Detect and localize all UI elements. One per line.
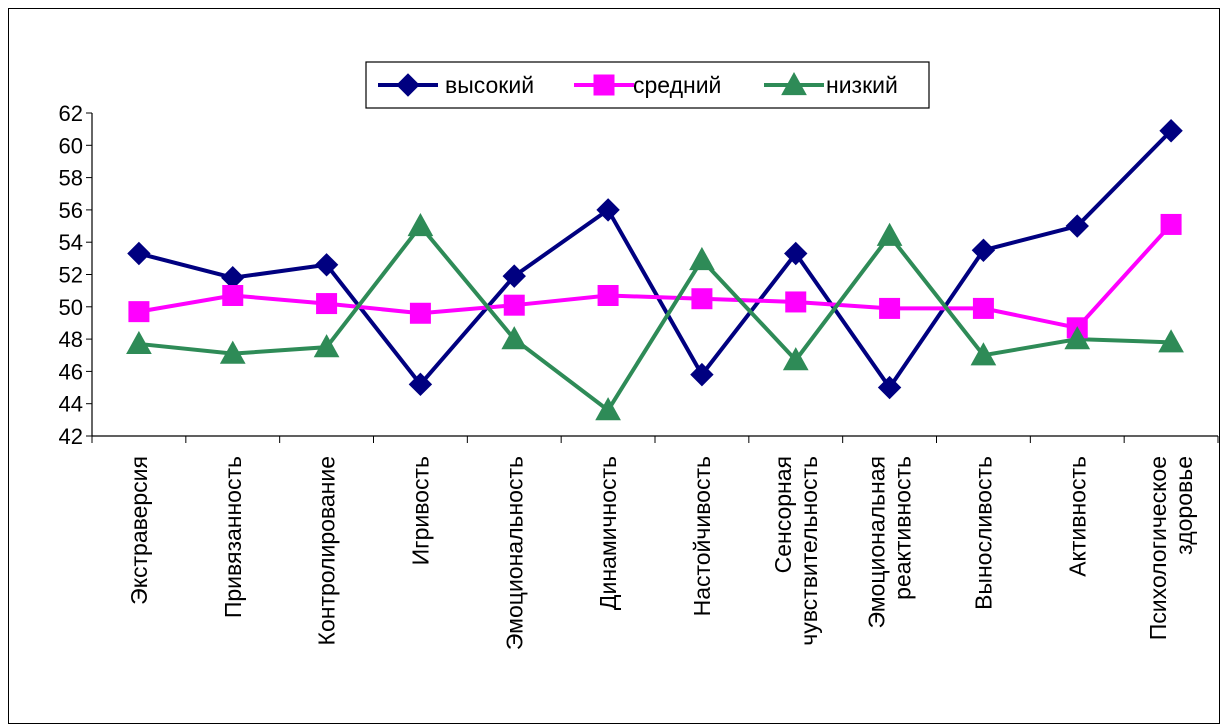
series-1-point <box>314 253 339 277</box>
x-tick-label-line: Настойчивость <box>689 456 715 616</box>
series-group <box>126 119 1184 421</box>
series-2-point <box>409 302 431 324</box>
chart-frame <box>8 8 1220 724</box>
series-2-point <box>316 293 338 315</box>
y-tick-label: 60 <box>59 133 83 158</box>
legend-marker-3 <box>781 71 807 96</box>
series-3-point <box>595 397 621 421</box>
x-tick-label-line: Контролирование <box>314 456 340 645</box>
series-line-2 <box>138 223 1173 330</box>
x-tick-label-line: Привязанность <box>220 456 246 618</box>
x-tick-label: Экстраверсия <box>126 456 152 605</box>
y-tick-label: 54 <box>59 230 83 255</box>
legend-box <box>365 61 930 109</box>
series-3-point <box>970 342 997 366</box>
x-tick-label: Активность <box>1064 456 1090 577</box>
series-3-point <box>313 334 340 358</box>
y-tick-label: 56 <box>59 198 83 223</box>
series-3-point <box>782 347 809 371</box>
y-tick-label: 50 <box>59 295 83 320</box>
y-tick-label: 62 <box>59 101 83 126</box>
series-3-point <box>1064 326 1091 350</box>
series-1-point <box>127 241 151 266</box>
x-tick-label-line: Активность <box>1064 456 1090 577</box>
series-2-point <box>691 288 713 310</box>
x-tick-label-line: Психологическое <box>1145 456 1171 640</box>
x-tick-label: Психологическоездоровье <box>1145 456 1197 640</box>
y-tick-label: 42 <box>59 424 83 449</box>
y-tick-label: 46 <box>59 359 83 384</box>
series-2-point <box>597 284 619 306</box>
x-tick-label-line: Эмоциональность <box>501 456 527 650</box>
x-tick-label: Игривость <box>407 456 433 565</box>
x-tick-label-line: Игривость <box>407 456 433 565</box>
x-tick-label-line: Динамичность <box>595 456 621 610</box>
series-3-point <box>1158 329 1184 353</box>
series-1-point <box>690 362 714 387</box>
series-3-point <box>876 222 903 246</box>
y-tick-label: 52 <box>59 263 83 288</box>
series-1-point <box>971 238 996 262</box>
series-1-point <box>408 372 433 397</box>
x-tick-label: Эмоциональность <box>501 456 527 650</box>
legend-label-3: низкий <box>826 72 898 98</box>
x-tick-label: Привязанность <box>220 456 246 618</box>
x-tick-label-line: реактивность <box>890 456 916 600</box>
x-tick-label-line: Выносливость <box>970 456 996 610</box>
series-line-1 <box>138 129 1173 392</box>
series-3-point <box>501 326 528 350</box>
series-3-point <box>407 213 434 237</box>
x-tick-label: Выносливость <box>970 456 996 610</box>
series-1-point <box>1159 119 1183 143</box>
series-2-point <box>222 284 244 306</box>
y-tick-label: 58 <box>59 166 83 191</box>
series-2-point <box>128 301 150 323</box>
x-tick-label: Контролирование <box>314 456 340 645</box>
series-1-point <box>784 241 808 266</box>
y-axis-ticks: 42 44 46 48 50 52 54 56 58 60 62 <box>59 101 92 449</box>
series-1-point <box>502 264 526 288</box>
legend-label-1: высокий <box>445 72 534 98</box>
x-axis-ticks: Экстраверсия Привязанность Контролирование… <box>91 436 1219 650</box>
x-tick-label-line: здоровье <box>1171 456 1197 555</box>
y-tick-label: 44 <box>59 392 83 417</box>
series-2-point <box>1160 213 1182 235</box>
series-2-point <box>879 297 901 319</box>
x-tick-label-line: Эмоциональная <box>864 456 890 629</box>
series-3-point <box>219 340 246 364</box>
x-tick-label-line: Сенсорная <box>770 456 796 573</box>
series-3-point <box>689 246 715 271</box>
y-tick-label: 48 <box>59 327 83 352</box>
series-2-point <box>972 297 994 319</box>
legend-label-2: средний <box>633 72 721 98</box>
series-3-point <box>126 330 152 355</box>
series-2-point <box>503 294 525 316</box>
legend-marker-2 <box>593 74 615 96</box>
series-line-3 <box>138 222 1172 414</box>
legend: высокий средний низкий <box>365 61 930 109</box>
x-tick-label: Настойчивость <box>689 456 715 616</box>
series-1-point <box>1065 214 1089 238</box>
x-tick-label-line: чувствительность <box>796 456 822 646</box>
x-tick-label: Эмоциональнаяреактивность <box>864 456 916 629</box>
x-tick-label-line: Экстраверсия <box>126 456 152 605</box>
x-tick-label: Сенсорнаячувствительность <box>770 456 822 646</box>
legend-marker-1 <box>396 73 420 97</box>
series-1-point <box>877 375 902 400</box>
x-tick-label: Динамичность <box>595 456 621 610</box>
series-2-point <box>785 291 807 313</box>
series-1-point <box>596 198 620 222</box>
